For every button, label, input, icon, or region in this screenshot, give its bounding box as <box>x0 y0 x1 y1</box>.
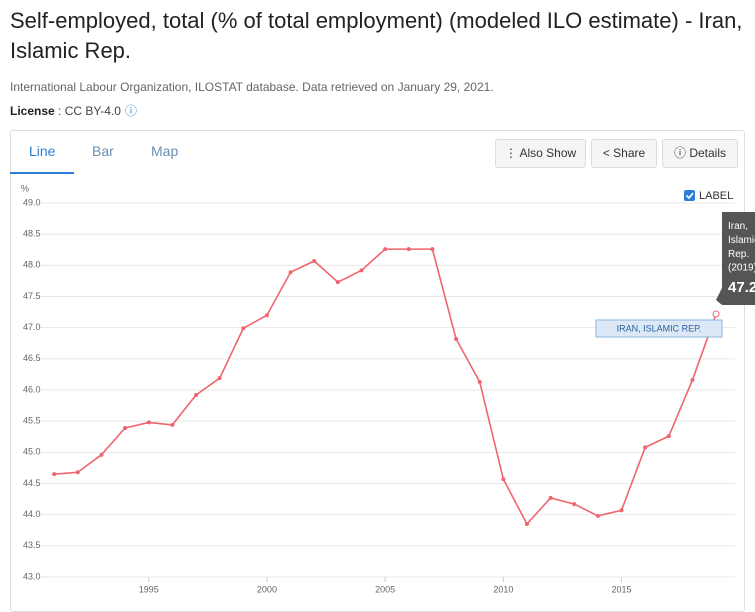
data-point <box>123 426 128 431</box>
data-point <box>524 522 529 527</box>
data-point <box>406 247 411 252</box>
data-point <box>241 326 246 331</box>
data-point <box>264 313 269 318</box>
share-button[interactable]: < Share <box>591 139 657 168</box>
checkmark <box>685 192 694 200</box>
label-checkbox[interactable] <box>684 190 695 201</box>
data-point <box>288 270 293 275</box>
tab-bar[interactable]: Bar <box>92 143 114 159</box>
y-tick-label: 44.0 <box>23 509 41 519</box>
info-icon[interactable]: ⓘ <box>124 104 137 118</box>
data-point <box>477 379 482 384</box>
license: License : CC BY-4.0 ⓘ <box>10 102 137 119</box>
y-tick-label: 47.5 <box>23 291 41 301</box>
data-point <box>712 310 720 318</box>
x-tick-label: 2010 <box>493 584 513 594</box>
data-point <box>312 258 317 263</box>
data-point <box>548 495 553 500</box>
data-point <box>595 513 600 518</box>
data-point <box>666 434 671 439</box>
y-tick-label: 44.5 <box>23 478 41 488</box>
y-tick-label: 45.0 <box>23 447 41 457</box>
button-label: Details <box>689 146 727 160</box>
x-tick-label: 2000 <box>257 584 277 594</box>
series-label-box <box>595 319 723 338</box>
tooltip-box <box>722 212 755 305</box>
y-unit: % <box>21 183 29 193</box>
license-label: License <box>10 104 55 118</box>
license-value: : CC BY-4.0 <box>58 104 121 118</box>
x-tick-label: 1995 <box>139 584 159 594</box>
data-point <box>572 502 577 507</box>
data-point <box>619 508 624 513</box>
series-line <box>54 248 717 526</box>
x-tick-label: 2005 <box>375 584 395 594</box>
tooltip-name-part: Iran, <box>728 221 748 232</box>
y-tick-label: 43.5 <box>23 540 41 550</box>
source-note: International Labour Organization, ILOST… <box>10 80 494 94</box>
data-point <box>454 336 459 341</box>
data-point <box>383 247 388 252</box>
y-tick-label: 43.0 <box>23 571 41 581</box>
also-show-button[interactable]: ⋮ Also Show <box>495 139 586 168</box>
y-tick-label: 49.0 <box>23 197 41 207</box>
data-point <box>146 420 151 425</box>
button-label: Also Show <box>519 146 577 160</box>
data-point <box>430 247 435 252</box>
data-point <box>501 477 506 482</box>
data-point <box>52 472 57 477</box>
tooltip: Iran, Islamic Rep. (2019) 47.2 <box>716 212 755 305</box>
y-tick-label: 48.0 <box>23 260 41 270</box>
label-toggle: LABEL <box>699 190 733 202</box>
tooltip-year: (2019) <box>728 263 755 274</box>
data-point <box>75 470 80 475</box>
y-tick-label: 46.0 <box>23 384 41 394</box>
button-label: Share <box>613 146 646 160</box>
tooltip-name-part: Islamic <box>728 235 755 246</box>
tab-line[interactable]: Line <box>29 143 56 159</box>
tab-map[interactable]: Map <box>151 143 179 159</box>
data-point <box>170 422 175 427</box>
y-tick-label: 45.5 <box>23 416 41 426</box>
tooltip-pointer <box>716 288 722 305</box>
data-point <box>690 378 695 383</box>
y-tick-label: 47.0 <box>23 322 41 332</box>
x-tick-label: 2015 <box>612 584 632 594</box>
page-title: Self-employed, total (% of total employm… <box>10 8 743 63</box>
data-point <box>99 452 104 457</box>
y-tick-label: 46.5 <box>23 353 41 363</box>
data-point <box>335 280 340 285</box>
tooltip-value: 47.2 <box>728 279 755 296</box>
data-point <box>359 268 364 273</box>
tab-indicator <box>10 172 74 174</box>
y-tick-label: 48.5 <box>23 229 41 239</box>
data-point <box>194 392 199 397</box>
data-point <box>643 445 648 450</box>
details-button[interactable]: ⓘ Details <box>662 139 738 168</box>
tooltip-name-part: Rep. <box>728 249 749 260</box>
series-label: IRAN, ISLAMIC REP. <box>617 323 702 333</box>
data-point <box>217 376 222 381</box>
tooltip-name: Iran, Islamic Rep. <box>728 221 755 260</box>
